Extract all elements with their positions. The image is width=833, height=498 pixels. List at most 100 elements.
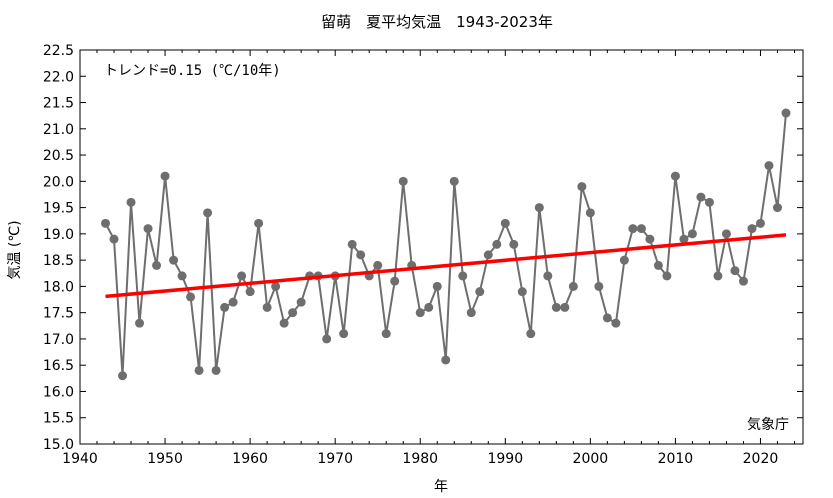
data-point [203,208,213,218]
y-tick-label: 17.5 [43,306,74,322]
y-tick-label: 15.5 [43,411,74,427]
x-tick-label: 2020 [743,451,779,467]
data-point [415,308,425,318]
trend-layer [105,233,787,299]
y-tick-label: 17.0 [43,332,74,348]
x-tick-label: 1940 [62,451,98,467]
y-tick-label: 21.0 [43,122,74,138]
data-point [279,318,289,328]
data-point [628,224,638,234]
data-point [483,250,493,260]
data-point [398,176,408,186]
x-tick-label: 2010 [658,451,694,467]
data-point [458,271,468,281]
data-point [543,271,553,281]
data-point [271,281,281,291]
data-point [160,171,170,181]
data-point [730,266,740,276]
data-point [517,287,527,297]
data-point [696,192,706,202]
data-point [296,297,306,307]
y-tick-label: 16.0 [43,384,74,400]
data-point [432,281,442,291]
data-point [475,287,485,297]
y-tick-label: 15.0 [43,437,74,453]
data-point [237,271,247,281]
data-point [653,260,663,270]
x-tick-label: 1950 [147,451,183,467]
data-point [772,203,782,213]
trend-line [105,233,787,299]
x-axis-label: 年 [434,479,448,495]
y-axis: 15.0 15.5 16.0 16.5 17.0 17.5 18.0 18.5 19.0 19.5… [43,43,803,453]
plot-frame [79,49,804,445]
data-point [228,297,238,307]
data-point [713,271,723,281]
chart-title: 留萌 夏平均気温 1943-2023年 [321,13,553,31]
data-point [143,224,153,234]
data-point [585,208,595,218]
x-axis: 1940 1950 1960 1970 1980 1990 2000 2010 2020 [62,50,795,467]
data-point [619,255,629,265]
x-tick-label: 1980 [402,451,438,467]
data-point [679,234,689,244]
data-point [602,313,612,323]
data-point [611,318,621,328]
data-point [594,281,604,291]
data-point [194,365,204,375]
data-point [721,229,731,239]
data-point [245,287,255,297]
data-point [526,329,536,339]
y-tick-label: 18.5 [43,253,74,269]
data-point [211,365,221,375]
data-point [177,271,187,281]
series-layer [101,108,791,381]
y-tick-label: 22.5 [43,43,74,59]
y-tick-label: 20.5 [43,148,74,164]
x-tick-label: 1990 [487,451,523,467]
data-point [449,176,459,186]
data-point [169,255,179,265]
trend-annotation: トレンド=0.15 (℃/10年) [104,63,281,79]
y-tick-label: 19.0 [43,227,74,243]
y-tick-label: 20.0 [43,174,74,190]
data-point [577,182,587,192]
data-point [670,171,680,181]
y-tick-label: 16.5 [43,358,74,374]
data-point [662,271,672,281]
y-tick-label: 18.0 [43,279,74,295]
data-point [347,239,357,249]
data-point [738,276,748,286]
data-point [118,371,128,381]
data-point [262,302,272,312]
data-point [186,292,196,302]
data-point [254,218,264,228]
x-tick-label: 2000 [573,451,609,467]
data-point [764,161,774,171]
data-point [466,308,476,318]
x-tick-label: 1970 [317,451,353,467]
data-point [220,302,230,312]
data-point [101,218,111,228]
data-point [339,329,349,339]
data-point [509,239,519,249]
data-point [534,203,544,213]
data-point [551,302,561,312]
x-tick-label: 1960 [232,451,268,467]
data-point [781,108,791,118]
data-point [645,234,655,244]
data-point [288,308,298,318]
data-point [755,218,765,228]
data-point [704,197,714,207]
data-point [500,218,510,228]
data-point [356,250,366,260]
y-axis-label: 気温 (℃) [7,220,23,279]
data-point [390,276,400,286]
data-point [322,334,332,344]
data-point [747,224,757,234]
y-tick-label: 19.5 [43,201,74,217]
data-point [568,281,578,291]
data-point [126,197,136,207]
data-point [381,329,391,339]
